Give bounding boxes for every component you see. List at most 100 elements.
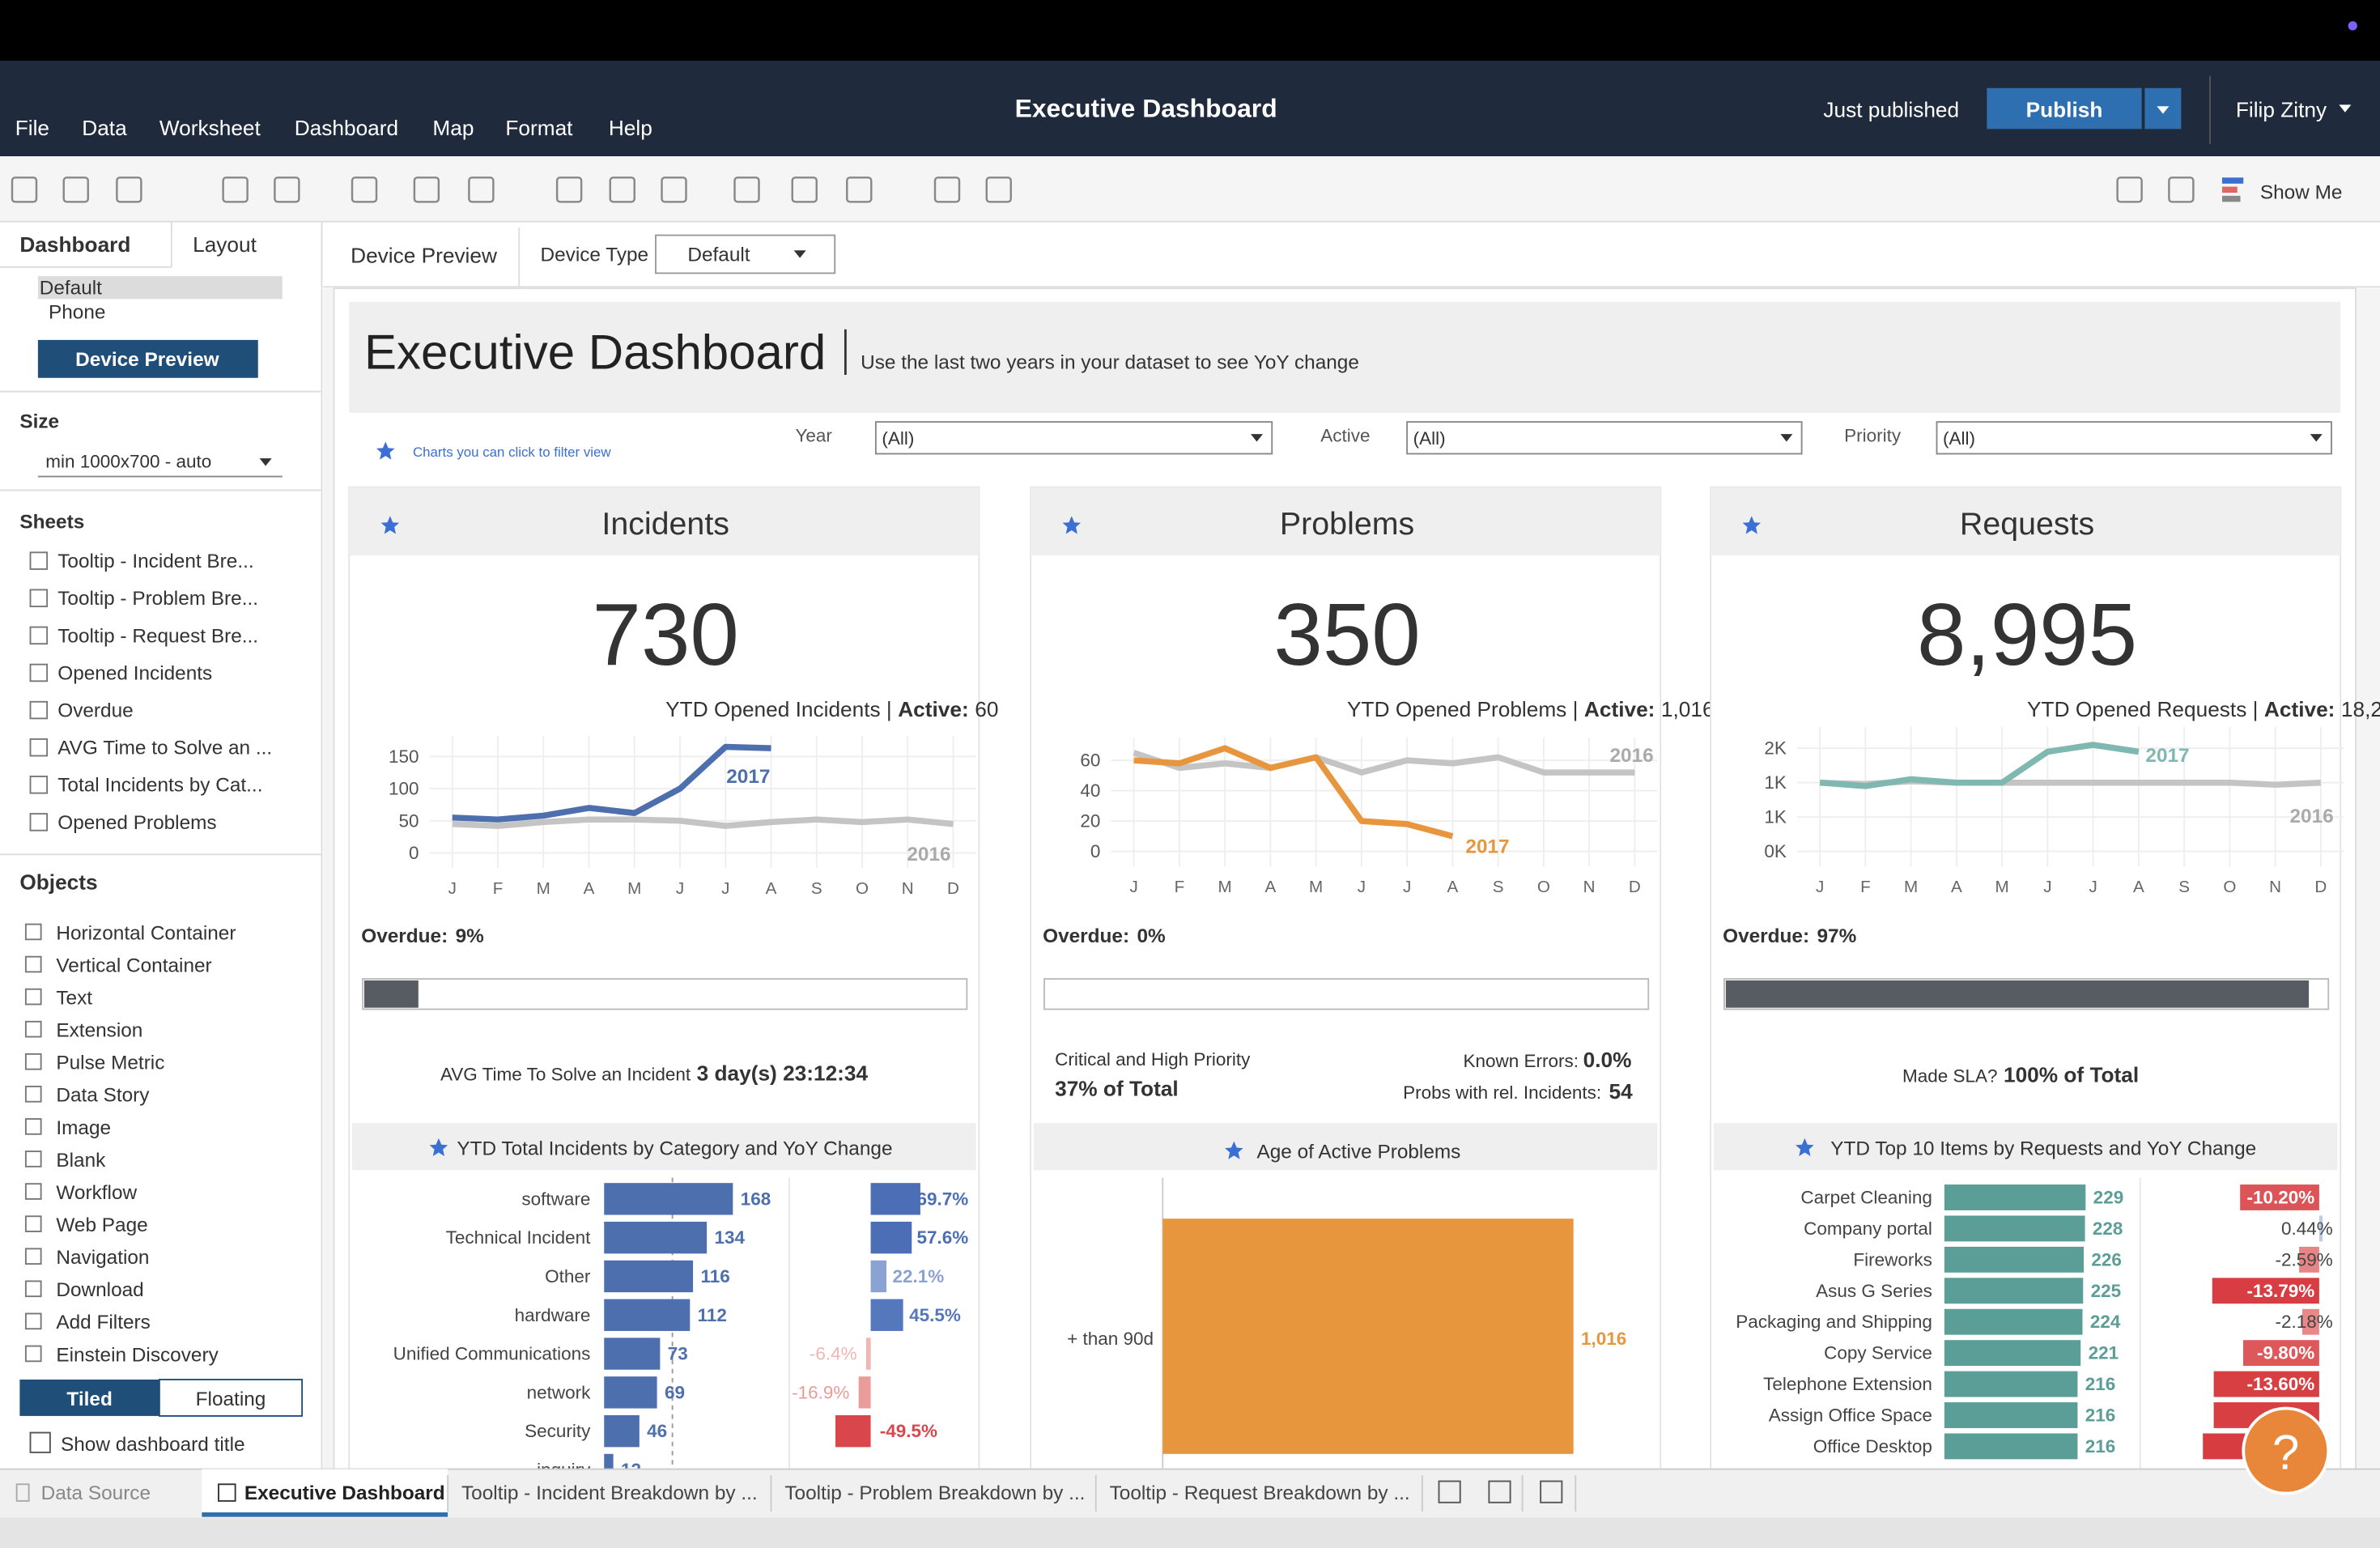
label-part: 97% xyxy=(1817,925,1856,947)
device-item[interactable]: Default xyxy=(40,278,102,300)
object-item[interactable]: Pulse Metric xyxy=(56,1053,164,1074)
toolbar-icon[interactable] xyxy=(609,176,635,203)
toolbar-icon[interactable] xyxy=(116,176,142,203)
object-item[interactable]: Blank xyxy=(56,1150,106,1172)
object-item[interactable]: Workflow xyxy=(56,1182,137,1204)
filter-value[interactable]: (All) xyxy=(882,428,914,449)
toolbar-icon[interactable] xyxy=(933,176,961,203)
menu-item[interactable]: Dashboard xyxy=(295,116,398,140)
yoy-bar xyxy=(2240,1184,2319,1210)
new-tab-icon[interactable] xyxy=(1488,1480,1511,1503)
show-me[interactable]: Show Me xyxy=(2260,182,2343,204)
menu-item[interactable]: Worksheet xyxy=(159,116,261,140)
x-tick-label: J xyxy=(2043,878,2051,896)
sheet-item[interactable]: AVG Time to Solve an ... xyxy=(57,738,272,759)
toolbar-icon[interactable] xyxy=(274,176,300,203)
object-item[interactable]: Horizontal Container xyxy=(56,922,236,944)
object-item[interactable]: Download xyxy=(56,1279,143,1301)
overdue-label: Overdue: 0% xyxy=(1043,925,1166,947)
x-tick-label: A xyxy=(2133,878,2144,896)
kpi-caption: YTD Opened Problems | Active: 1,016 xyxy=(1347,697,1715,721)
device-item[interactable]: Phone xyxy=(49,302,105,324)
toolbar-icon[interactable] xyxy=(222,176,249,203)
side-tab[interactable]: Layout xyxy=(193,232,257,257)
side-tab[interactable]: Dashboard xyxy=(19,232,130,257)
sheet-item[interactable]: Tooltip - Problem Bre... xyxy=(57,588,258,610)
toolbar-icon[interactable] xyxy=(351,176,378,203)
help-button[interactable] xyxy=(2242,1406,2331,1495)
toolbar-icon[interactable] xyxy=(2168,176,2195,203)
filter-dropdown[interactable] xyxy=(1936,421,2332,455)
user-menu[interactable]: Filip Zitny xyxy=(2236,97,2327,121)
menu-item[interactable]: Map xyxy=(432,116,474,140)
sheet-tab[interactable]: Data Source xyxy=(41,1482,151,1504)
object-item[interactable]: Web Page xyxy=(56,1214,147,1236)
object-item[interactable]: Einstein Discovery xyxy=(56,1344,219,1366)
toolbar-icon[interactable] xyxy=(468,176,495,203)
device-type-value[interactable]: Default xyxy=(687,244,750,266)
filter-value[interactable]: (All) xyxy=(1413,428,1446,449)
sheet-item[interactable]: Opened Problems xyxy=(57,812,216,834)
tiled-button[interactable] xyxy=(19,1379,159,1416)
sheet-tab[interactable]: Executive Dashboard xyxy=(244,1482,445,1504)
label-part: 0% xyxy=(1137,925,1166,947)
help-label[interactable]: ? xyxy=(2272,1426,2299,1480)
toolbar-icon[interactable] xyxy=(11,176,38,203)
sheet-item[interactable]: Tooltip - Request Bre... xyxy=(57,625,258,647)
toolbar-icon[interactable] xyxy=(733,176,760,203)
menu-item[interactable]: File xyxy=(15,116,49,140)
menu-item[interactable]: Format xyxy=(505,116,573,140)
menu-item[interactable]: Data xyxy=(82,116,127,140)
device-type-dropdown[interactable] xyxy=(655,234,836,274)
button-label[interactable]: Tiled xyxy=(66,1389,112,1410)
sheet-item[interactable]: Opened Incidents xyxy=(57,662,212,684)
object-item[interactable]: Text xyxy=(56,987,92,1009)
sheet-item[interactable]: Total Incidents by Cat... xyxy=(57,775,262,797)
category-label: Company portal xyxy=(1804,1218,1932,1239)
button-label[interactable]: Device Preview xyxy=(75,349,219,371)
new-tab-icon[interactable] xyxy=(1438,1480,1461,1503)
toolbar-icon[interactable] xyxy=(985,176,1012,203)
checkbox-label[interactable]: Show dashboard title xyxy=(61,1434,245,1456)
publish-label[interactable]: Publish xyxy=(2026,97,2103,121)
toolbar-icon[interactable] xyxy=(555,176,583,203)
x-tick-label: S xyxy=(1493,878,1504,896)
object-item[interactable]: Navigation xyxy=(56,1247,149,1269)
object-item[interactable]: Data Story xyxy=(56,1085,150,1107)
sheet-item[interactable]: Tooltip - Incident Bre... xyxy=(57,551,253,572)
object-item[interactable]: Extension xyxy=(56,1020,142,1042)
label-part: Overdue: xyxy=(361,925,448,947)
sheet-item[interactable]: Overdue xyxy=(57,700,133,722)
menu-item[interactable]: Help xyxy=(609,116,652,140)
filter-dropdown[interactable] xyxy=(874,421,1273,455)
toolbar-icon[interactable] xyxy=(846,176,873,203)
sheet-tab[interactable]: Tooltip - Problem Breakdown by ... xyxy=(784,1482,1085,1504)
y-tick-label: 60 xyxy=(1080,751,1100,771)
sheet-tab[interactable]: Tooltip - Incident Breakdown by ... xyxy=(461,1482,758,1504)
toolbar-icon[interactable] xyxy=(661,176,687,203)
toolbar-icon[interactable] xyxy=(413,176,440,203)
object-item[interactable]: Image xyxy=(56,1117,111,1139)
size-dropdown[interactable]: min 1000x700 - auto xyxy=(45,451,211,471)
object-item[interactable]: Vertical Container xyxy=(56,955,211,976)
filter-value[interactable]: (All) xyxy=(1943,428,1975,449)
series-line xyxy=(452,816,954,829)
device-preview-button[interactable] xyxy=(37,339,258,378)
publish-button[interactable] xyxy=(1987,87,2142,130)
category-label: Packaging and Shipping xyxy=(1736,1312,1932,1332)
sheet-tab[interactable]: Tooltip - Request Breakdown by ... xyxy=(1110,1482,1410,1504)
device-preview-tab[interactable]: Device Preview xyxy=(351,243,498,267)
checkbox[interactable] xyxy=(29,1431,51,1453)
button-label[interactable]: Floating xyxy=(196,1389,266,1410)
object-item[interactable]: Add Filters xyxy=(56,1312,150,1333)
overdue-label: Overdue: 9% xyxy=(361,925,484,947)
toolbar-icon[interactable] xyxy=(62,176,89,203)
new-tab-icon[interactable] xyxy=(1540,1480,1563,1503)
toolbar-icon[interactable] xyxy=(791,176,818,203)
label-part: Overdue: xyxy=(1043,925,1129,947)
value-label: 69 xyxy=(665,1382,685,1402)
floating-button[interactable] xyxy=(158,1378,304,1417)
overdue-bar xyxy=(1725,980,2310,1008)
filter-dropdown[interactable] xyxy=(1406,421,1803,455)
toolbar-icon[interactable] xyxy=(2116,176,2143,203)
